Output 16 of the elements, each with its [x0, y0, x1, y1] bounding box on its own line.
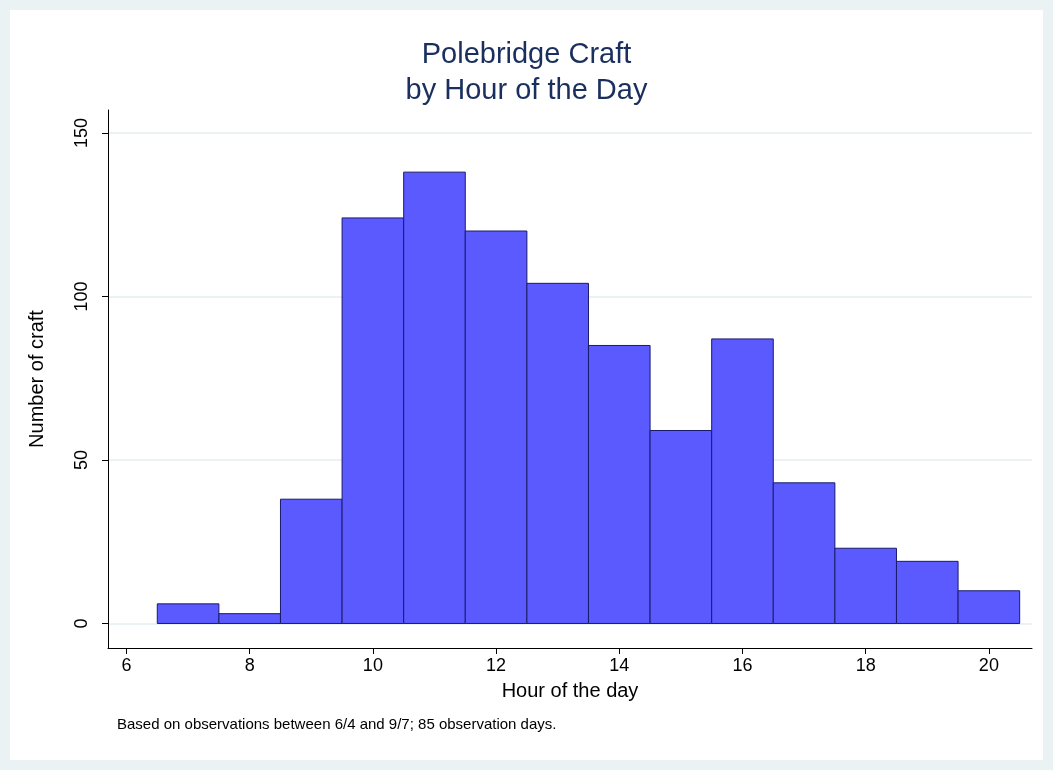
y-tick-label: 50 [71, 449, 91, 470]
x-tick-label: 6 [121, 655, 132, 675]
x-tick-label: 14 [609, 655, 630, 675]
x-tick-label: 12 [486, 655, 507, 675]
x-tick-label: 20 [978, 655, 999, 675]
x-tick-label: 18 [855, 655, 876, 675]
y-tick-label: 150 [71, 117, 91, 148]
x-tick-label: 10 [362, 655, 383, 675]
y-axis-title: Number of craft [25, 309, 47, 448]
chart-title: Polebridge Craft by Hour of the Day [405, 37, 648, 105]
y-tick-label: 0 [71, 618, 91, 629]
x-axis-title: Hour of the day [501, 679, 639, 701]
x-tick-label: 16 [732, 655, 753, 675]
x-tick-label: 8 [244, 655, 255, 675]
y-tick-label: 100 [71, 281, 91, 312]
text: Based on observations between 6/4 and 9/7; 85 observation days. [117, 715, 557, 732]
